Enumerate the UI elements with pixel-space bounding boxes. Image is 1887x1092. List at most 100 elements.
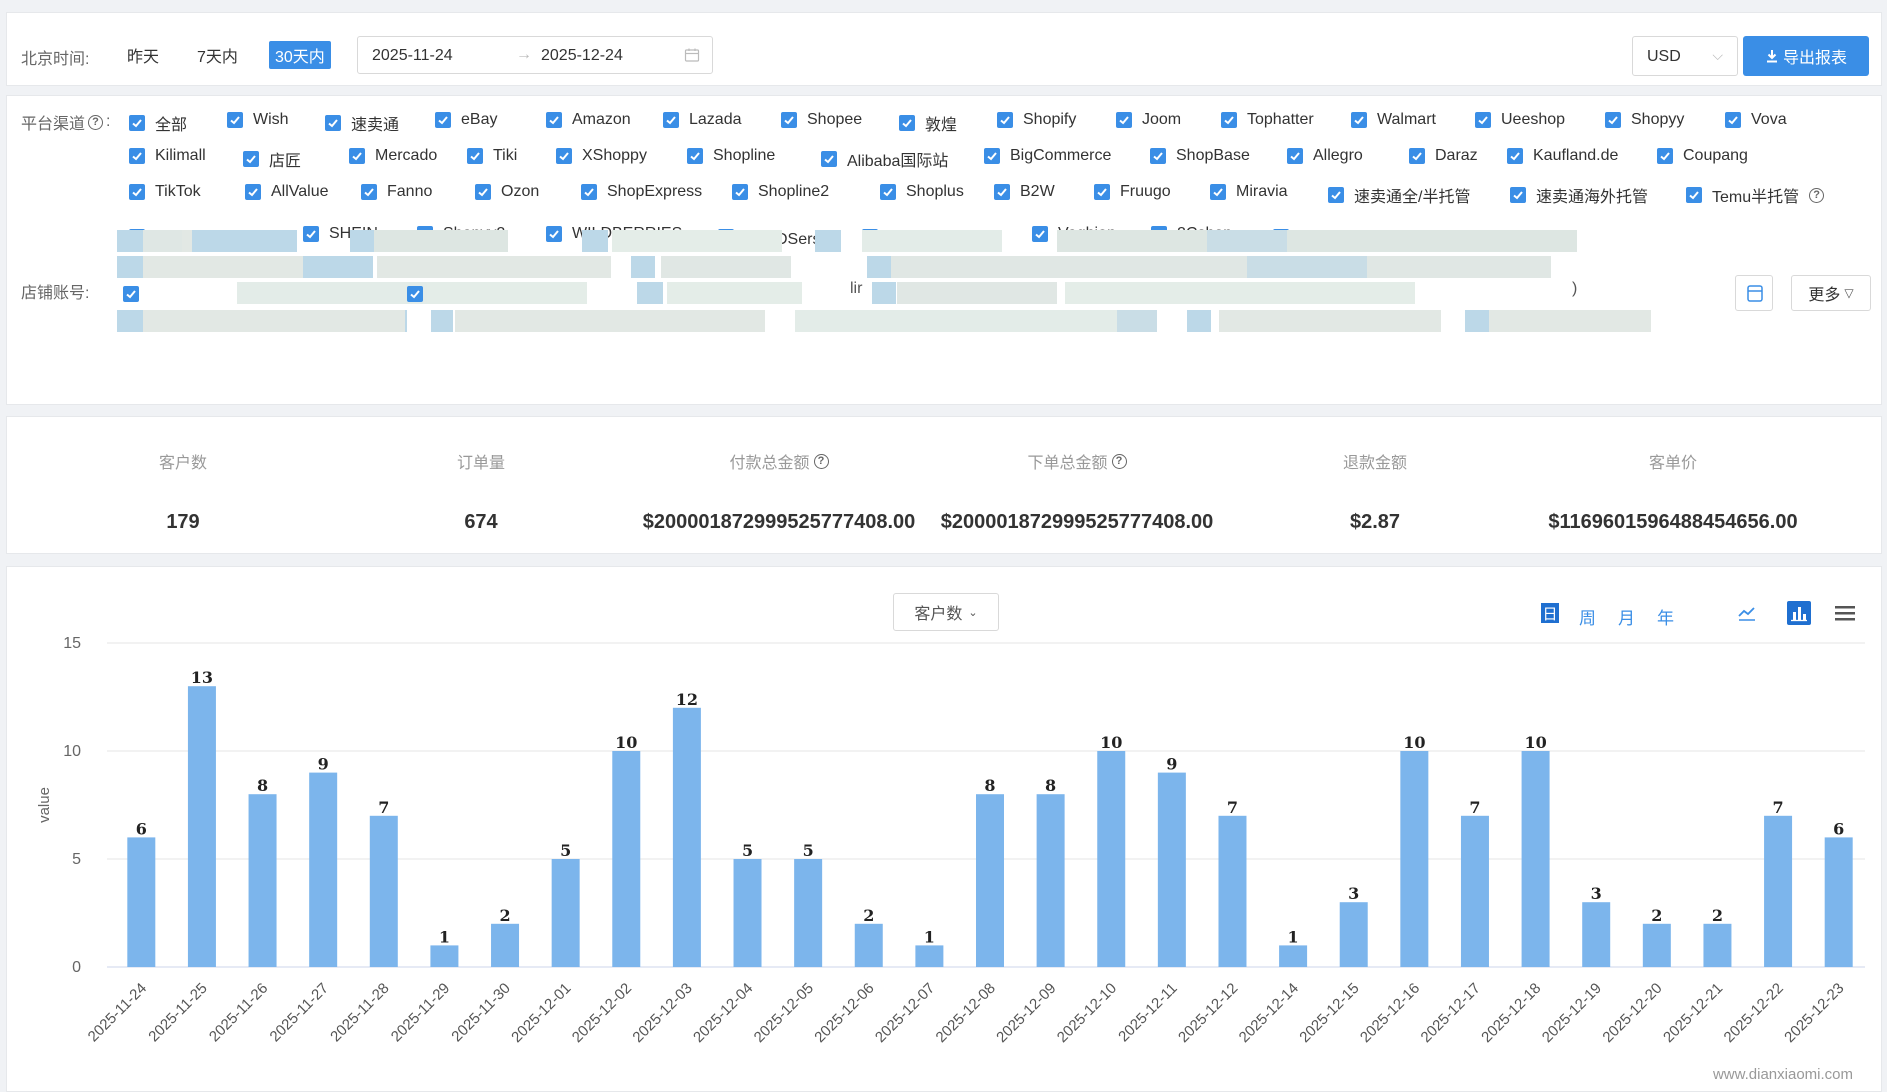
collapse-toggle-button[interactable] (1735, 275, 1773, 311)
metric-select[interactable]: 客户数 ⌄ (893, 593, 999, 631)
platform-checkbox-40[interactable]: Temu半托管? (1686, 183, 1825, 207)
range-7-days[interactable]: 7天内 (197, 49, 238, 66)
platform-checkbox-15[interactable]: Kilimall (129, 147, 206, 165)
platform-checkbox-14[interactable]: Vova (1725, 111, 1787, 129)
granularity-month[interactable]: 月 (1618, 609, 1635, 628)
platform-checkbox-11[interactable]: Walmart (1351, 111, 1436, 129)
shop-checkbox[interactable] (407, 286, 423, 302)
bar-chart-icon[interactable] (1787, 601, 1811, 625)
range-30-days[interactable]: 30天内 (269, 41, 331, 69)
platform-checkbox-31[interactable]: Ozon (475, 183, 539, 201)
bar[interactable] (309, 772, 338, 967)
platform-checkbox-26[interactable]: Kaufland.de (1507, 147, 1618, 165)
bar[interactable] (127, 837, 156, 967)
bar[interactable] (1824, 837, 1853, 967)
platform-checkbox-18[interactable]: Tiki (467, 147, 517, 165)
bar[interactable] (1097, 751, 1126, 967)
export-report-button[interactable]: 导出报表 (1743, 36, 1869, 76)
bar[interactable] (1764, 815, 1793, 967)
checkbox-checked-icon[interactable] (1287, 148, 1303, 164)
checkbox-checked-icon[interactable] (1094, 184, 1110, 200)
granularity-week[interactable]: 周 (1579, 609, 1596, 628)
bar[interactable] (976, 794, 1004, 967)
bar[interactable] (1279, 945, 1308, 967)
platform-checkbox-22[interactable]: BigCommerce (984, 147, 1111, 165)
help-icon[interactable]: ? (1809, 187, 1825, 203)
platform-checkbox-0[interactable]: 全部 (129, 111, 187, 135)
checkbox-checked-icon[interactable] (475, 184, 491, 200)
checkbox-checked-icon[interactable] (1510, 187, 1526, 203)
checkbox-checked-icon[interactable] (994, 184, 1010, 200)
platform-checkbox-29[interactable]: AllValue (245, 183, 329, 201)
bar[interactable] (1642, 923, 1671, 967)
bar[interactable] (1703, 923, 1732, 967)
bar[interactable] (672, 707, 701, 967)
checkbox-checked-icon[interactable] (1605, 112, 1621, 128)
checkbox-checked-icon[interactable] (781, 112, 797, 128)
checkbox-checked-icon[interactable] (821, 151, 837, 167)
checkbox-checked-icon[interactable] (245, 184, 261, 200)
bar[interactable] (1036, 794, 1065, 967)
bar[interactable] (1582, 902, 1611, 967)
checkbox-checked-icon[interactable] (1150, 148, 1166, 164)
granularity-year[interactable]: 年 (1657, 609, 1674, 628)
line-chart-icon[interactable] (1735, 601, 1759, 625)
platform-checkbox-1[interactable]: Wish (227, 111, 289, 129)
platform-checkbox-7[interactable]: 敦煌 (899, 111, 957, 135)
bar[interactable] (1157, 772, 1186, 967)
checkbox-checked-icon[interactable] (1507, 148, 1523, 164)
bar[interactable] (430, 945, 459, 967)
platform-checkbox-35[interactable]: B2W (994, 183, 1055, 201)
platform-checkbox-2[interactable]: 速卖通 (325, 111, 399, 135)
menu-icon[interactable] (1833, 601, 1857, 625)
bar[interactable] (1400, 751, 1429, 967)
checkbox-checked-icon[interactable] (546, 112, 562, 128)
bar[interactable] (187, 686, 216, 967)
platform-checkbox-9[interactable]: Joom (1116, 111, 1181, 129)
platform-checkbox-24[interactable]: Allegro (1287, 147, 1363, 165)
platform-checkbox-8[interactable]: Shopify (997, 111, 1076, 129)
help-icon[interactable]: ? (813, 453, 829, 469)
shop-checkbox[interactable] (123, 286, 139, 302)
checkbox-checked-icon[interactable] (1409, 148, 1425, 164)
platform-checkbox-33[interactable]: Shopline2 (732, 183, 829, 201)
platform-checkbox-36[interactable]: Fruugo (1094, 183, 1171, 201)
platform-checkbox-4[interactable]: Amazon (546, 111, 631, 129)
date-start[interactable]: 2025-11-24 (372, 47, 453, 64)
help-icon[interactable]: ? (1111, 453, 1127, 469)
bar[interactable] (1460, 815, 1489, 967)
platform-checkbox-30[interactable]: Fanno (361, 183, 432, 201)
checkbox-checked-icon[interactable] (1475, 112, 1491, 128)
platform-checkbox-32[interactable]: ShopExpress (581, 183, 702, 201)
platform-checkbox-17[interactable]: Mercado (349, 147, 437, 165)
bar[interactable] (854, 923, 883, 967)
checkbox-checked-icon[interactable] (997, 112, 1013, 128)
bar[interactable] (1218, 815, 1247, 967)
platform-checkbox-25[interactable]: Daraz (1409, 147, 1478, 165)
platform-checkbox-39[interactable]: 速卖通海外托管 (1510, 183, 1648, 207)
checkbox-checked-icon[interactable] (467, 148, 483, 164)
checkbox-checked-icon[interactable] (732, 184, 748, 200)
bar[interactable] (794, 859, 823, 967)
checkbox-checked-icon[interactable] (349, 148, 365, 164)
checkbox-checked-icon[interactable] (227, 112, 243, 128)
platform-checkbox-13[interactable]: Shopyy (1605, 111, 1684, 129)
platform-checkbox-16[interactable]: 店匠 (243, 147, 301, 171)
bar[interactable] (369, 815, 398, 967)
checkbox-checked-icon[interactable] (303, 226, 319, 242)
checkbox-checked-icon[interactable] (1351, 112, 1367, 128)
platform-checkbox-27[interactable]: Coupang (1657, 147, 1748, 165)
checkbox-checked-icon[interactable] (1032, 226, 1048, 242)
checkbox-checked-icon[interactable] (1221, 112, 1237, 128)
checkbox-checked-icon[interactable] (899, 115, 915, 131)
date-range-picker[interactable]: 2025-11-24 → 2025-12-24 (357, 36, 713, 74)
checkbox-checked-icon[interactable] (1686, 187, 1702, 203)
checkbox-checked-icon[interactable] (984, 148, 1000, 164)
currency-select[interactable]: USD ⌵ (1632, 36, 1738, 76)
platform-checkbox-38[interactable]: 速卖通全/半托管 (1328, 183, 1470, 207)
checkbox-checked-icon[interactable] (1210, 184, 1226, 200)
checkbox-checked-icon[interactable] (1328, 187, 1344, 203)
platform-checkbox-21[interactable]: Alibaba国际站 (821, 147, 948, 171)
platform-checkbox-5[interactable]: Lazada (663, 111, 742, 129)
help-icon[interactable]: ? (88, 114, 104, 130)
